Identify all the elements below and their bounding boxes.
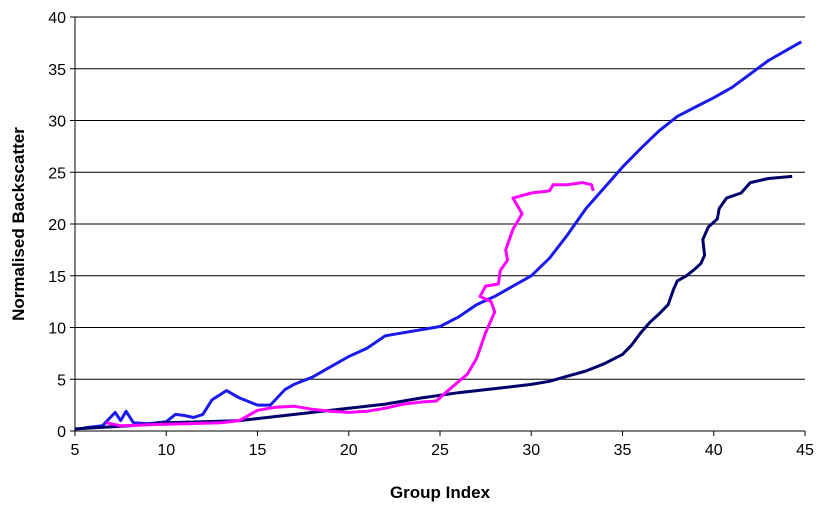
x-axis-title: Group Index xyxy=(390,483,491,502)
series-line xyxy=(74,174,793,431)
x-tick-label: 45 xyxy=(796,442,814,459)
y-tick-label: 35 xyxy=(48,62,66,79)
x-tick-label: 5 xyxy=(71,442,80,459)
x-tick-label: 25 xyxy=(431,442,449,459)
y-tick-label: 20 xyxy=(48,217,66,234)
y-tick-label: 40 xyxy=(48,10,66,27)
y-tick-label: 10 xyxy=(48,321,66,338)
y-tick-label: 0 xyxy=(57,424,66,441)
y-tick-label: 15 xyxy=(48,269,66,286)
series-line xyxy=(83,40,803,430)
x-tick-label: 30 xyxy=(522,442,540,459)
x-tick-label: 20 xyxy=(340,442,358,459)
x-tick-label: 10 xyxy=(157,442,175,459)
x-tick-label: 40 xyxy=(705,442,723,459)
x-tick-label: 35 xyxy=(614,442,632,459)
y-tick-label: 5 xyxy=(57,372,66,389)
y-axis-title: Normalised Backscatter xyxy=(9,127,28,321)
x-tick-label: 15 xyxy=(249,442,267,459)
y-tick-label: 30 xyxy=(48,114,66,131)
y-tick-label: 25 xyxy=(48,165,66,182)
series-line xyxy=(105,181,595,428)
